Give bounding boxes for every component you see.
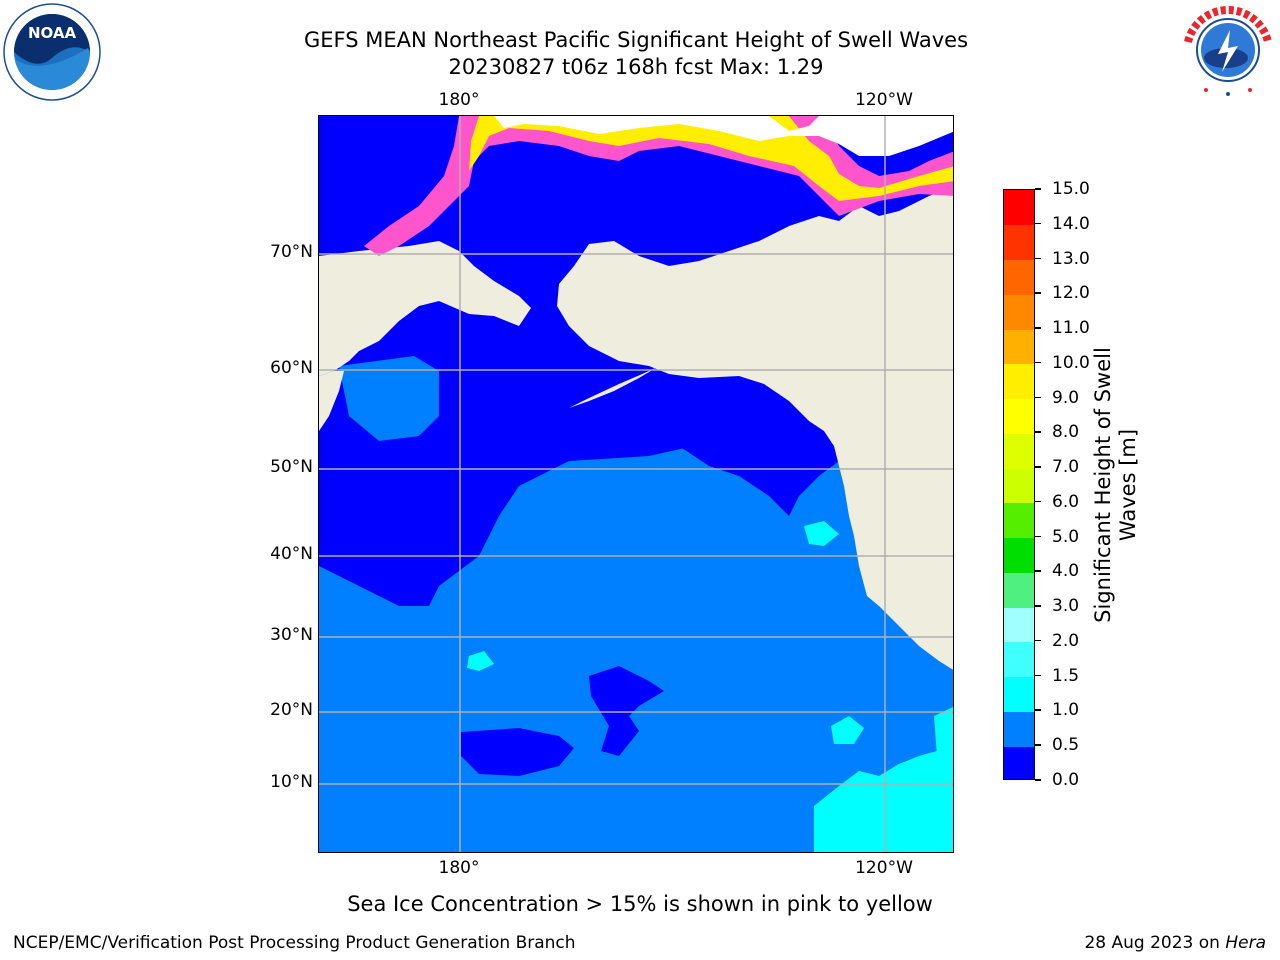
colorbar-tick-mark (1035, 709, 1041, 711)
colorbar-swatch (1004, 607, 1034, 643)
lat-label-20n: 20°N (270, 700, 313, 720)
colorbar-tick-label: 0.5 (1052, 735, 1080, 756)
colorbar-swatch (1004, 329, 1034, 365)
colorbar-tick-mark (1035, 466, 1041, 468)
lon-label-120w-bottom: 120°W (855, 858, 913, 878)
colorbar-tick-label: 9.0 (1052, 387, 1080, 408)
colorbar-tick-label: 6.0 (1052, 491, 1080, 512)
colorbar-tick-mark (1035, 535, 1041, 538)
colorbar-tick-label: 1.0 (1052, 700, 1080, 721)
lat-label-60n: 60°N (270, 358, 313, 378)
colorbar-swatch (1004, 502, 1034, 539)
colorbar-tick-label: 11.0 (1052, 318, 1090, 339)
colorbar-tick-mark (1035, 257, 1041, 260)
colorbar-tick-mark (1035, 674, 1041, 677)
colorbar-tick-mark (1035, 500, 1041, 503)
footer-credit: NCEP/EMC/Verification Post Processing Pr… (13, 933, 576, 953)
colorbar-tick-mark (1035, 779, 1041, 781)
colorbar-swatch (1004, 537, 1034, 573)
colorbar-tick-label: 10.0 (1052, 352, 1090, 373)
colorbar-tick-mark (1035, 292, 1041, 294)
ocean-low-arctic-inner (469, 146, 809, 276)
colorbar-tick-mark (1035, 639, 1041, 642)
lat-label-50n: 50°N (270, 457, 313, 477)
colorbar-tick-mark (1035, 431, 1041, 433)
lat-label-10n: 10°N (270, 772, 313, 792)
colorbar-swatch (1004, 224, 1034, 260)
ocean-low-gulf-region (679, 434, 859, 516)
colorbar-tick-label: 2.0 (1052, 630, 1080, 651)
sea-ice-caption: Sea Ice Concentration > 15% is shown in … (347, 892, 933, 916)
colorbar-tick-mark (1035, 605, 1041, 607)
lat-label-70n: 70°N (270, 242, 313, 262)
sea-ice-yellow-core (469, 116, 953, 201)
ocean-high-sw-patch (467, 651, 494, 671)
colorbar-tick-label: 15.0 (1052, 179, 1090, 199)
colorbar-tick-label: 13.0 (1052, 248, 1090, 269)
colorbar-swatch (1004, 363, 1034, 400)
ocean-high-southeast-region (814, 746, 953, 852)
ocean-low-hawaii-north (589, 666, 664, 756)
ocean-high-mid-east (804, 521, 839, 546)
colorbar-swatch (1004, 468, 1034, 504)
footer-date-text: 28 Aug 2023 on (1084, 933, 1226, 953)
land-siberia (319, 241, 531, 376)
colorbar-swatch (1004, 711, 1034, 747)
colorbar-tick-label: 12.0 (1052, 283, 1090, 304)
map-canvas (319, 116, 953, 852)
colorbar-swatch (1004, 746, 1034, 779)
colorbar-title-line2: Waves [m] (1116, 428, 1140, 542)
colorbar-title-line1: Significant Height of Swell (1091, 347, 1115, 623)
ocean-high-se-strip (934, 706, 953, 756)
footer-host: Hera (1225, 933, 1266, 953)
colorbar-tick-mark (1035, 222, 1041, 225)
ocean-high-hawaii-east (831, 716, 864, 744)
noaa-logo: NOAA (2, 2, 102, 102)
polar-cap (494, 116, 953, 156)
colorbar-tick-mark (1035, 327, 1041, 329)
colorbar-swatch (1004, 641, 1034, 678)
map-panel (318, 115, 954, 853)
footer-date: 28 Aug 2023 on Hera (1084, 933, 1266, 953)
lat-label-40n: 40°N (270, 544, 313, 564)
colorbar-tick-mark (1035, 396, 1041, 399)
colorbar-tick-label: 7.0 (1052, 457, 1080, 478)
lon-label-180-top: 180° (438, 90, 480, 110)
colorbar-tick-label: 3.0 (1052, 596, 1080, 617)
colorbar-tick-mark (1035, 188, 1041, 190)
colorbar-tick-label: 14.0 (1052, 213, 1090, 234)
colorbar-swatch (1004, 294, 1034, 330)
colorbar-swatch (1004, 676, 1034, 712)
colorbar-swatch (1004, 259, 1034, 295)
colorbar-tick-label: 8.0 (1052, 422, 1080, 443)
colorbar-title: Significant Height of Swell Waves [m] (1091, 275, 1141, 695)
colorbar-tick-label: 5.0 (1052, 526, 1080, 547)
land-kamchatka (319, 371, 344, 431)
graticule (319, 116, 953, 852)
svg-text:NOAA: NOAA (28, 24, 77, 42)
colorbar-tick-label: 1.5 (1052, 665, 1080, 686)
colorbar (1003, 189, 1035, 780)
lat-label-30n: 30°N (270, 625, 313, 645)
colorbar-tick-mark (1035, 744, 1041, 746)
lon-label-120w-top: 120°W (855, 90, 913, 110)
colorbar-tick-mark (1035, 570, 1041, 572)
map-title: GEFS MEAN Northeast Pacific Significant … (303, 28, 969, 52)
colorbar-tick-mark (1035, 361, 1041, 364)
ocean-mid-west-region (339, 356, 439, 441)
map-subtitle: 20230827 t06z 168h fcst Max: 1.29 (448, 55, 824, 79)
colorbar-tick-label: 4.0 (1052, 561, 1080, 582)
lon-label-180-bottom: 180° (438, 858, 480, 878)
land-north-america (557, 186, 953, 670)
colorbar-swatch (1004, 398, 1034, 434)
ocean-low-hawaii-region (461, 728, 574, 776)
nws-logo (1178, 2, 1278, 98)
colorbar-swatch (1004, 572, 1034, 608)
land-alaska-peninsula (569, 366, 659, 408)
colorbar-swatch (1004, 190, 1034, 226)
colorbar-tick-label: 0.0 (1052, 770, 1080, 790)
colorbar-swatch (1004, 433, 1034, 469)
